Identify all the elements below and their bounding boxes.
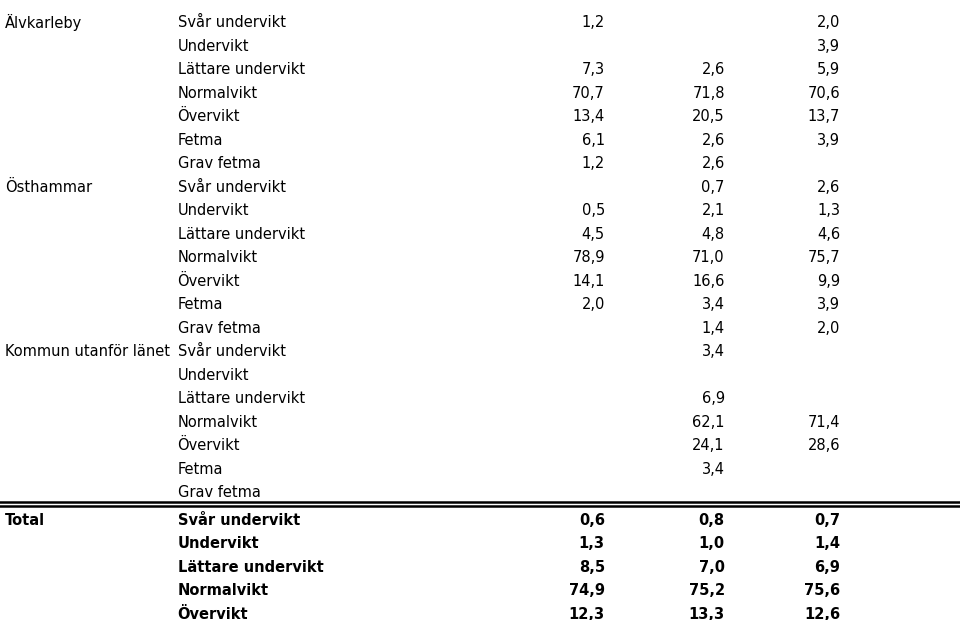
Text: 1,3: 1,3 (817, 203, 840, 218)
Text: 14,1: 14,1 (572, 273, 605, 288)
Text: 6,1: 6,1 (582, 133, 605, 148)
Text: Fetma: Fetma (178, 461, 223, 477)
Text: 7,3: 7,3 (582, 62, 605, 77)
Text: Grav fetma: Grav fetma (178, 485, 260, 500)
Text: 1,2: 1,2 (582, 156, 605, 171)
Text: 3,9: 3,9 (817, 38, 840, 53)
Text: 75,2: 75,2 (688, 583, 725, 598)
Text: Normalvikt: Normalvikt (178, 86, 257, 100)
Text: Kommun utanför länet: Kommun utanför länet (5, 344, 170, 359)
Text: 2,1: 2,1 (702, 203, 725, 218)
Text: 4,5: 4,5 (582, 226, 605, 242)
Text: Älvkarleby: Älvkarleby (5, 14, 82, 31)
Text: Övervikt: Övervikt (178, 109, 240, 124)
Text: 0,8: 0,8 (699, 513, 725, 528)
Text: Fetma: Fetma (178, 297, 223, 312)
Text: 1,4: 1,4 (814, 536, 840, 551)
Text: Övervikt: Övervikt (178, 273, 240, 288)
Text: 1,0: 1,0 (699, 536, 725, 551)
Text: 1,3: 1,3 (579, 536, 605, 551)
Text: 71,0: 71,0 (692, 250, 725, 265)
Text: 71,8: 71,8 (692, 86, 725, 100)
Text: 0,5: 0,5 (582, 203, 605, 218)
Text: 74,9: 74,9 (568, 583, 605, 598)
Text: 0,7: 0,7 (814, 513, 840, 528)
Text: 9,9: 9,9 (817, 273, 840, 288)
Text: Lättare undervikt: Lättare undervikt (178, 62, 304, 77)
Text: 71,4: 71,4 (807, 415, 840, 430)
Text: 2,0: 2,0 (817, 321, 840, 335)
Text: 13,4: 13,4 (572, 109, 605, 124)
Text: Svår undervikt: Svår undervikt (178, 180, 286, 195)
Text: 2,6: 2,6 (817, 180, 840, 195)
Text: 2,6: 2,6 (702, 133, 725, 148)
Text: 0,7: 0,7 (702, 180, 725, 195)
Text: 3,9: 3,9 (817, 297, 840, 312)
Text: Svår undervikt: Svår undervikt (178, 15, 286, 30)
Text: 2,6: 2,6 (702, 62, 725, 77)
Text: 75,7: 75,7 (807, 250, 840, 265)
Text: 78,9: 78,9 (572, 250, 605, 265)
Text: 2,0: 2,0 (817, 15, 840, 30)
Text: Svår undervikt: Svår undervikt (178, 513, 300, 528)
Text: 4,6: 4,6 (817, 226, 840, 242)
Text: 28,6: 28,6 (807, 438, 840, 453)
Text: 3,4: 3,4 (702, 461, 725, 477)
Text: 12,6: 12,6 (804, 606, 840, 620)
Text: 13,7: 13,7 (807, 109, 840, 124)
Text: Undervikt: Undervikt (178, 536, 259, 551)
Text: 1,4: 1,4 (702, 321, 725, 335)
Text: 8,5: 8,5 (579, 560, 605, 575)
Text: Normalvikt: Normalvikt (178, 250, 257, 265)
Text: Undervikt: Undervikt (178, 203, 249, 218)
Text: 70,6: 70,6 (807, 86, 840, 100)
Text: 6,9: 6,9 (814, 560, 840, 575)
Text: 70,7: 70,7 (572, 86, 605, 100)
Text: Normalvikt: Normalvikt (178, 415, 257, 430)
Text: Fetma: Fetma (178, 133, 223, 148)
Text: 0,6: 0,6 (579, 513, 605, 528)
Text: Östhammar: Östhammar (5, 180, 92, 195)
Text: Lättare undervikt: Lättare undervikt (178, 226, 304, 242)
Text: 3,9: 3,9 (817, 133, 840, 148)
Text: Lättare undervikt: Lättare undervikt (178, 560, 324, 575)
Text: 2,0: 2,0 (582, 297, 605, 312)
Text: Grav fetma: Grav fetma (178, 156, 260, 171)
Text: 2,6: 2,6 (702, 156, 725, 171)
Text: Övervikt: Övervikt (178, 438, 240, 453)
Text: Svår undervikt: Svår undervikt (178, 344, 286, 359)
Text: Grav fetma: Grav fetma (178, 321, 260, 335)
Text: 12,3: 12,3 (568, 606, 605, 620)
Text: 6,9: 6,9 (702, 391, 725, 406)
Text: 20,5: 20,5 (692, 109, 725, 124)
Text: Total: Total (5, 513, 45, 528)
Text: 75,6: 75,6 (804, 583, 840, 598)
Text: 62,1: 62,1 (692, 415, 725, 430)
Text: Undervikt: Undervikt (178, 38, 249, 53)
Text: 3,4: 3,4 (702, 297, 725, 312)
Text: 16,6: 16,6 (692, 273, 725, 288)
Text: 5,9: 5,9 (817, 62, 840, 77)
Text: Undervikt: Undervikt (178, 368, 249, 383)
Text: Övervikt: Övervikt (178, 606, 249, 620)
Text: 13,3: 13,3 (688, 606, 725, 620)
Text: Lättare undervikt: Lättare undervikt (178, 391, 304, 406)
Text: 7,0: 7,0 (699, 560, 725, 575)
Text: 3,4: 3,4 (702, 344, 725, 359)
Text: Normalvikt: Normalvikt (178, 583, 269, 598)
Text: 4,8: 4,8 (702, 226, 725, 242)
Text: 1,2: 1,2 (582, 15, 605, 30)
Text: 24,1: 24,1 (692, 438, 725, 453)
